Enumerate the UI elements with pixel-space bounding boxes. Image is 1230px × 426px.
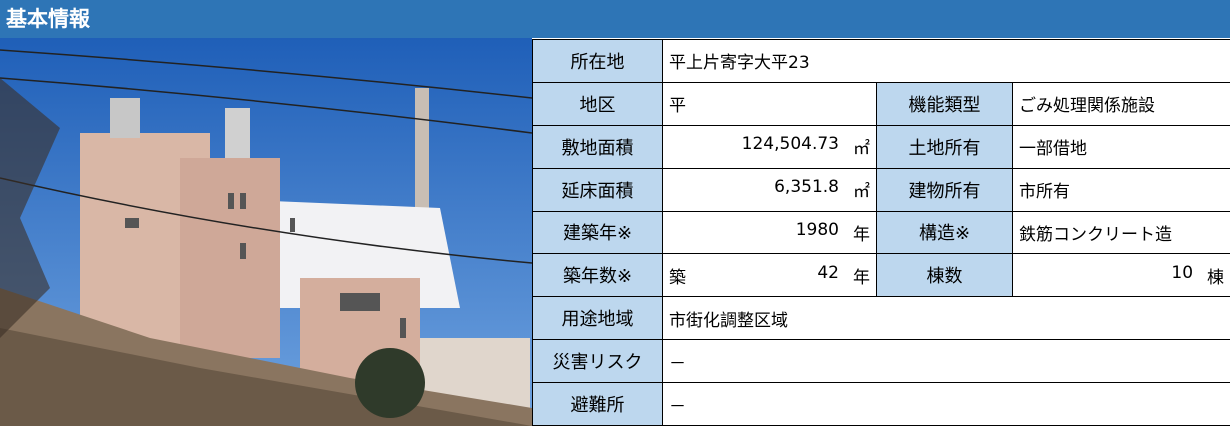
row-value: 10 棟: [1013, 254, 1230, 297]
unit: ㎡: [853, 177, 870, 202]
row-label: 延床面積: [533, 168, 663, 211]
unit: 年: [853, 220, 870, 245]
row-value: 鉄筋コンクリート造: [1013, 211, 1230, 254]
row-value: 1980 年: [663, 211, 877, 254]
number: 10: [1171, 263, 1193, 288]
page: 基本情報 所在地平上片寄字大平23地区平機能類型ごみ処理関係施設敷地面積124,…: [0, 0, 1230, 426]
row-value: 124,504.73 ㎡: [663, 125, 877, 168]
number: 42: [817, 263, 839, 288]
value-text: 市街化調整区域: [669, 311, 788, 331]
value-number: 6,351.8 ㎡: [669, 177, 870, 202]
row-label: 所在地: [533, 40, 663, 83]
table-row: 所在地平上片寄字大平23: [533, 40, 1230, 83]
unit: 年: [853, 263, 870, 288]
table-row: 建築年※ 1980 年構造※ 鉄筋コンクリート造: [533, 211, 1230, 254]
value-text: 鉄筋コンクリート造: [1019, 225, 1172, 245]
row-value: 築 42 年: [663, 254, 877, 297]
row-value: 平上片寄字大平23: [663, 40, 1230, 83]
value-number: 10 棟: [1019, 263, 1224, 288]
number: 6,351.8: [774, 177, 839, 202]
unit: 棟: [1207, 263, 1224, 288]
row-label: 敷地面積: [533, 125, 663, 168]
table-row: 築年数※築 42 年棟数 10 棟: [533, 254, 1230, 297]
row-label: 築年数※: [533, 254, 663, 297]
row-label: 地区: [533, 82, 663, 125]
value-text: 市所有: [1019, 182, 1070, 202]
row-label: 機能類型: [877, 82, 1013, 125]
value-text: －: [669, 354, 686, 374]
row-label: 災害リスク: [533, 340, 663, 383]
row-label: 建築年※: [533, 211, 663, 254]
table-row: 用途地域市街化調整区域: [533, 297, 1230, 340]
row-value: 市所有: [1013, 168, 1230, 211]
value-number: 42 年: [817, 263, 870, 288]
row-value: －: [663, 340, 1230, 383]
table-row: 災害リスク －: [533, 340, 1230, 383]
row-label: 避難所: [533, 383, 663, 426]
value-text: 平: [669, 96, 686, 116]
value-number: 124,504.73 ㎡: [669, 134, 870, 159]
row-value: 一部借地: [1013, 125, 1230, 168]
row-value: 市街化調整区域: [663, 297, 1230, 340]
row-label: 棟数: [877, 254, 1013, 297]
number: 1980: [796, 220, 839, 245]
facility-photo: [0, 38, 532, 426]
value-text: ごみ処理関係施設: [1019, 96, 1155, 116]
row-value: ごみ処理関係施設: [1013, 82, 1230, 125]
number: 124,504.73: [742, 134, 839, 159]
row-label: 構造※: [877, 211, 1013, 254]
row-label: 土地所有: [877, 125, 1013, 168]
value-text: －: [669, 397, 686, 417]
table-row: 避難所 －: [533, 383, 1230, 426]
prefix: 築: [669, 263, 686, 288]
row-value: 6,351.8 ㎡: [663, 168, 877, 211]
row-label: 建物所有: [877, 168, 1013, 211]
row-value: －: [663, 383, 1230, 426]
row-value: 平: [663, 82, 877, 125]
value-number: 1980 年: [669, 220, 870, 245]
row-label: 用途地域: [533, 297, 663, 340]
value-text: 平上片寄字大平23: [669, 53, 810, 73]
value-text: 一部借地: [1019, 139, 1087, 159]
value-with-prefix: 築 42 年: [669, 263, 870, 288]
unit: ㎡: [853, 134, 870, 159]
table-row: 地区平 機能類型ごみ処理関係施設: [533, 82, 1230, 125]
header-title: 基本情報: [0, 0, 1230, 38]
